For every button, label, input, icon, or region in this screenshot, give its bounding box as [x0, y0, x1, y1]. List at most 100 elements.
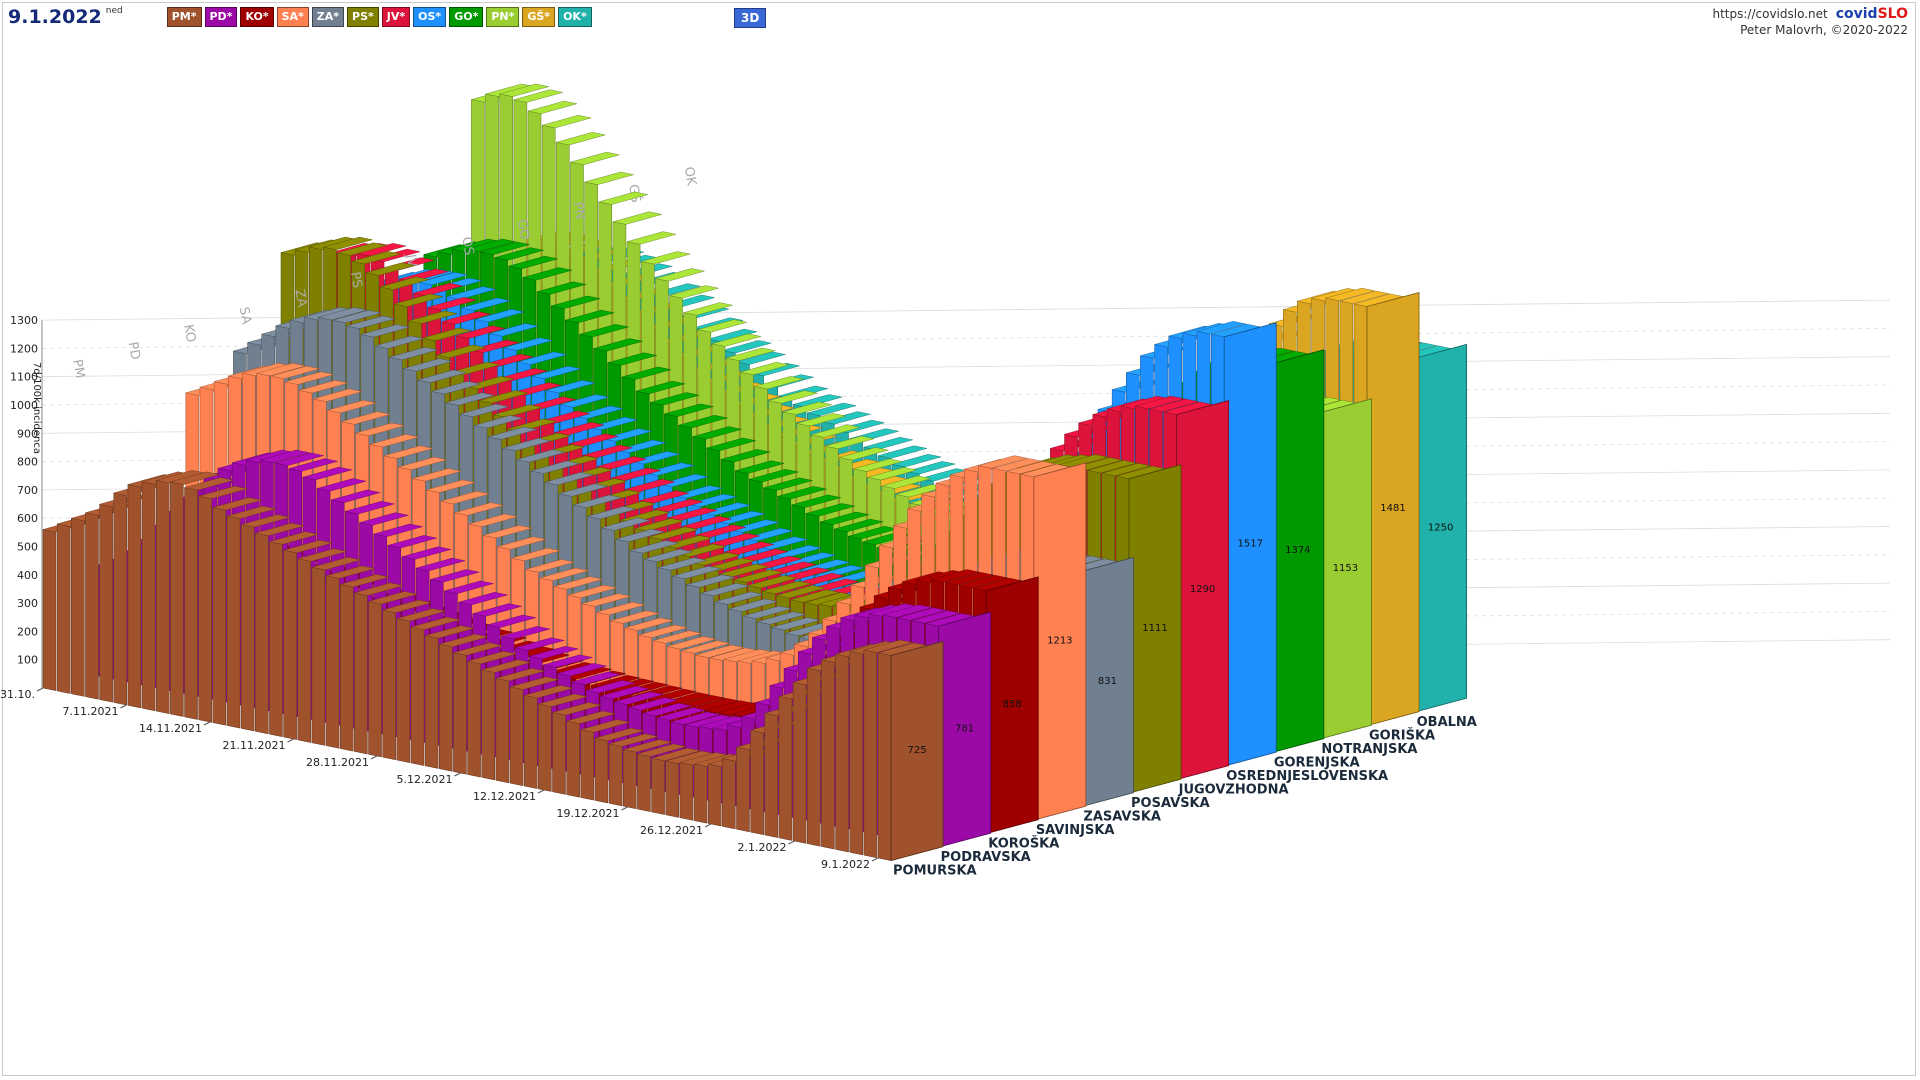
date-tick-label-4: 28.11.2021 [306, 756, 369, 769]
bar-top-GO-5 [494, 247, 544, 261]
bar-top-PM-29 [453, 642, 503, 656]
bar-top-PN-12 [641, 251, 691, 265]
bar-top-ZA-11 [389, 347, 439, 361]
bar-PM-37 [566, 720, 580, 798]
date-tick-label-2: 14.11.2021 [139, 722, 202, 735]
wall-code-PS: PS [347, 271, 365, 289]
bar-top-PD-25 [444, 580, 494, 594]
bar-top-OS-15 [588, 417, 638, 431]
region-tag-0[interactable]: PM* [166, 7, 202, 27]
bar-PM-51 [764, 712, 779, 838]
bar-PM-38 [580, 729, 595, 801]
bar-top-SA-35 [681, 640, 731, 654]
bar-PM-22 [354, 592, 368, 755]
bar-top-ZA-37 [756, 611, 807, 625]
bar-top-GO-17 [664, 403, 714, 417]
region-tag-10[interactable]: GŠ* [522, 7, 556, 27]
bar-top-SA-26 [553, 576, 603, 590]
bar-top-SA-34 [666, 636, 717, 650]
date-tick-label-1: 7.11.2021 [63, 705, 119, 718]
region-tag-1[interactable]: PD* [204, 7, 238, 27]
region-label-OK: OBALNA [1417, 715, 1477, 730]
bar-top-PD-14 [288, 458, 338, 472]
bar-top-OS-24 [715, 510, 765, 525]
bar-top-PN-4 [527, 100, 578, 114]
wall-code-ZA: ZA [291, 288, 309, 308]
bar-top-ZA-23 [558, 483, 608, 497]
wall-code-PD: PD [125, 341, 143, 361]
bar-top-ZA-15 [445, 392, 495, 406]
region-tag-7[interactable]: OS* [413, 7, 447, 27]
date-tick-label-0: 31.10. [0, 688, 35, 701]
region-tag-9[interactable]: PN* [486, 7, 520, 27]
value-label-GO: 1374 [1285, 545, 1310, 556]
bar-top-ZA-26 [601, 517, 651, 531]
bar-top-SA-23 [511, 547, 561, 561]
date-tick-label-7: 19.12.2021 [557, 807, 620, 820]
bar-PM-0 [42, 529, 57, 691]
region-tag-2[interactable]: KO* [240, 7, 274, 27]
region-tag-3[interactable]: SA* [276, 7, 309, 27]
bar-top-ZA-38 [771, 617, 821, 631]
brand-slo: SLO [1877, 6, 1908, 22]
bar-top-PM-28 [439, 633, 489, 648]
bar-PM-9 [170, 481, 184, 717]
view-3d-button[interactable]: 3D [734, 8, 767, 28]
bar-PM-43 [651, 757, 665, 815]
y-tick-label-12: 1300 [10, 314, 38, 327]
bar-top-OS-58 [1196, 321, 1247, 335]
y-tick-label-9: 1000 [10, 399, 38, 412]
bar-top-PD-20 [373, 523, 423, 537]
bar-top-OS-23 [701, 502, 751, 516]
bar-top-PD-24 [430, 569, 480, 583]
bar-PM-11 [198, 495, 212, 723]
bar-top-PD-40 [656, 707, 706, 721]
bar-top-PD-38 [628, 697, 678, 711]
bar-top-OK-17 [807, 402, 857, 416]
bar-top-PS-28 [677, 543, 727, 557]
bar-top-OS-25 [729, 519, 780, 533]
y-tick-label-11: 1200 [10, 342, 38, 355]
bar-top-PN-29 [881, 475, 931, 489]
bar-top-GO-10 [565, 309, 615, 324]
bar-top-PN-20 [754, 376, 804, 390]
bar-top-ZA-17 [473, 415, 524, 429]
bar-top-OS-28 [772, 545, 822, 559]
bar-PM-31 [481, 669, 495, 781]
bar-top-SA-28 [582, 593, 632, 607]
bar-top-PS-11 [436, 344, 486, 358]
bar-top-PD-21 [387, 535, 437, 549]
region-tag-8[interactable]: GO* [449, 7, 484, 27]
region-tag-6[interactable]: JV* [381, 7, 411, 27]
bar-top-PS-4 [337, 242, 387, 256]
value-label-PN: 1153 [1333, 563, 1358, 574]
bar-PM-56 [835, 653, 849, 853]
region-tag-11[interactable]: OK* [558, 7, 592, 27]
bar-PM-5 [113, 492, 128, 706]
bar-PM-21 [339, 584, 354, 752]
bar-top-SA-22 [497, 536, 547, 550]
region-tag-4[interactable]: ZA* [311, 7, 345, 27]
date-tick-5 [454, 772, 461, 777]
bar-top-PS-57 [1087, 460, 1137, 474]
bar-PM-39 [594, 737, 609, 804]
region-tags: PM* PD* KO* SA* ZA* PS* JV* OS* GO* PN* GŠ* OK* [166, 7, 595, 27]
bar-top-PM-33 [509, 676, 560, 690]
region-tag-5[interactable]: PS* [347, 7, 379, 27]
date-tick-8 [704, 823, 712, 828]
bar-top-ZA-21 [530, 460, 580, 474]
bar-PM-53 [792, 681, 807, 844]
bar-top-KO-57 [944, 572, 994, 586]
bar-top-ZA-19 [502, 437, 552, 452]
bar-top-PN-18 [726, 347, 776, 361]
value-label-PM: 725 [907, 745, 926, 756]
bar-top-GO-23 [749, 469, 799, 483]
date-tick-label-8: 26.12.2021 [640, 824, 703, 837]
site-link[interactable]: https://covidslo.net [1712, 7, 1828, 21]
bar-top-GO-13 [607, 352, 657, 366]
bar-top-GO-18 [678, 415, 728, 429]
bar-top-PD-33 [557, 663, 607, 677]
bar-PM-16 [269, 541, 283, 738]
date-tick-label-5: 5.12.2021 [397, 773, 453, 786]
